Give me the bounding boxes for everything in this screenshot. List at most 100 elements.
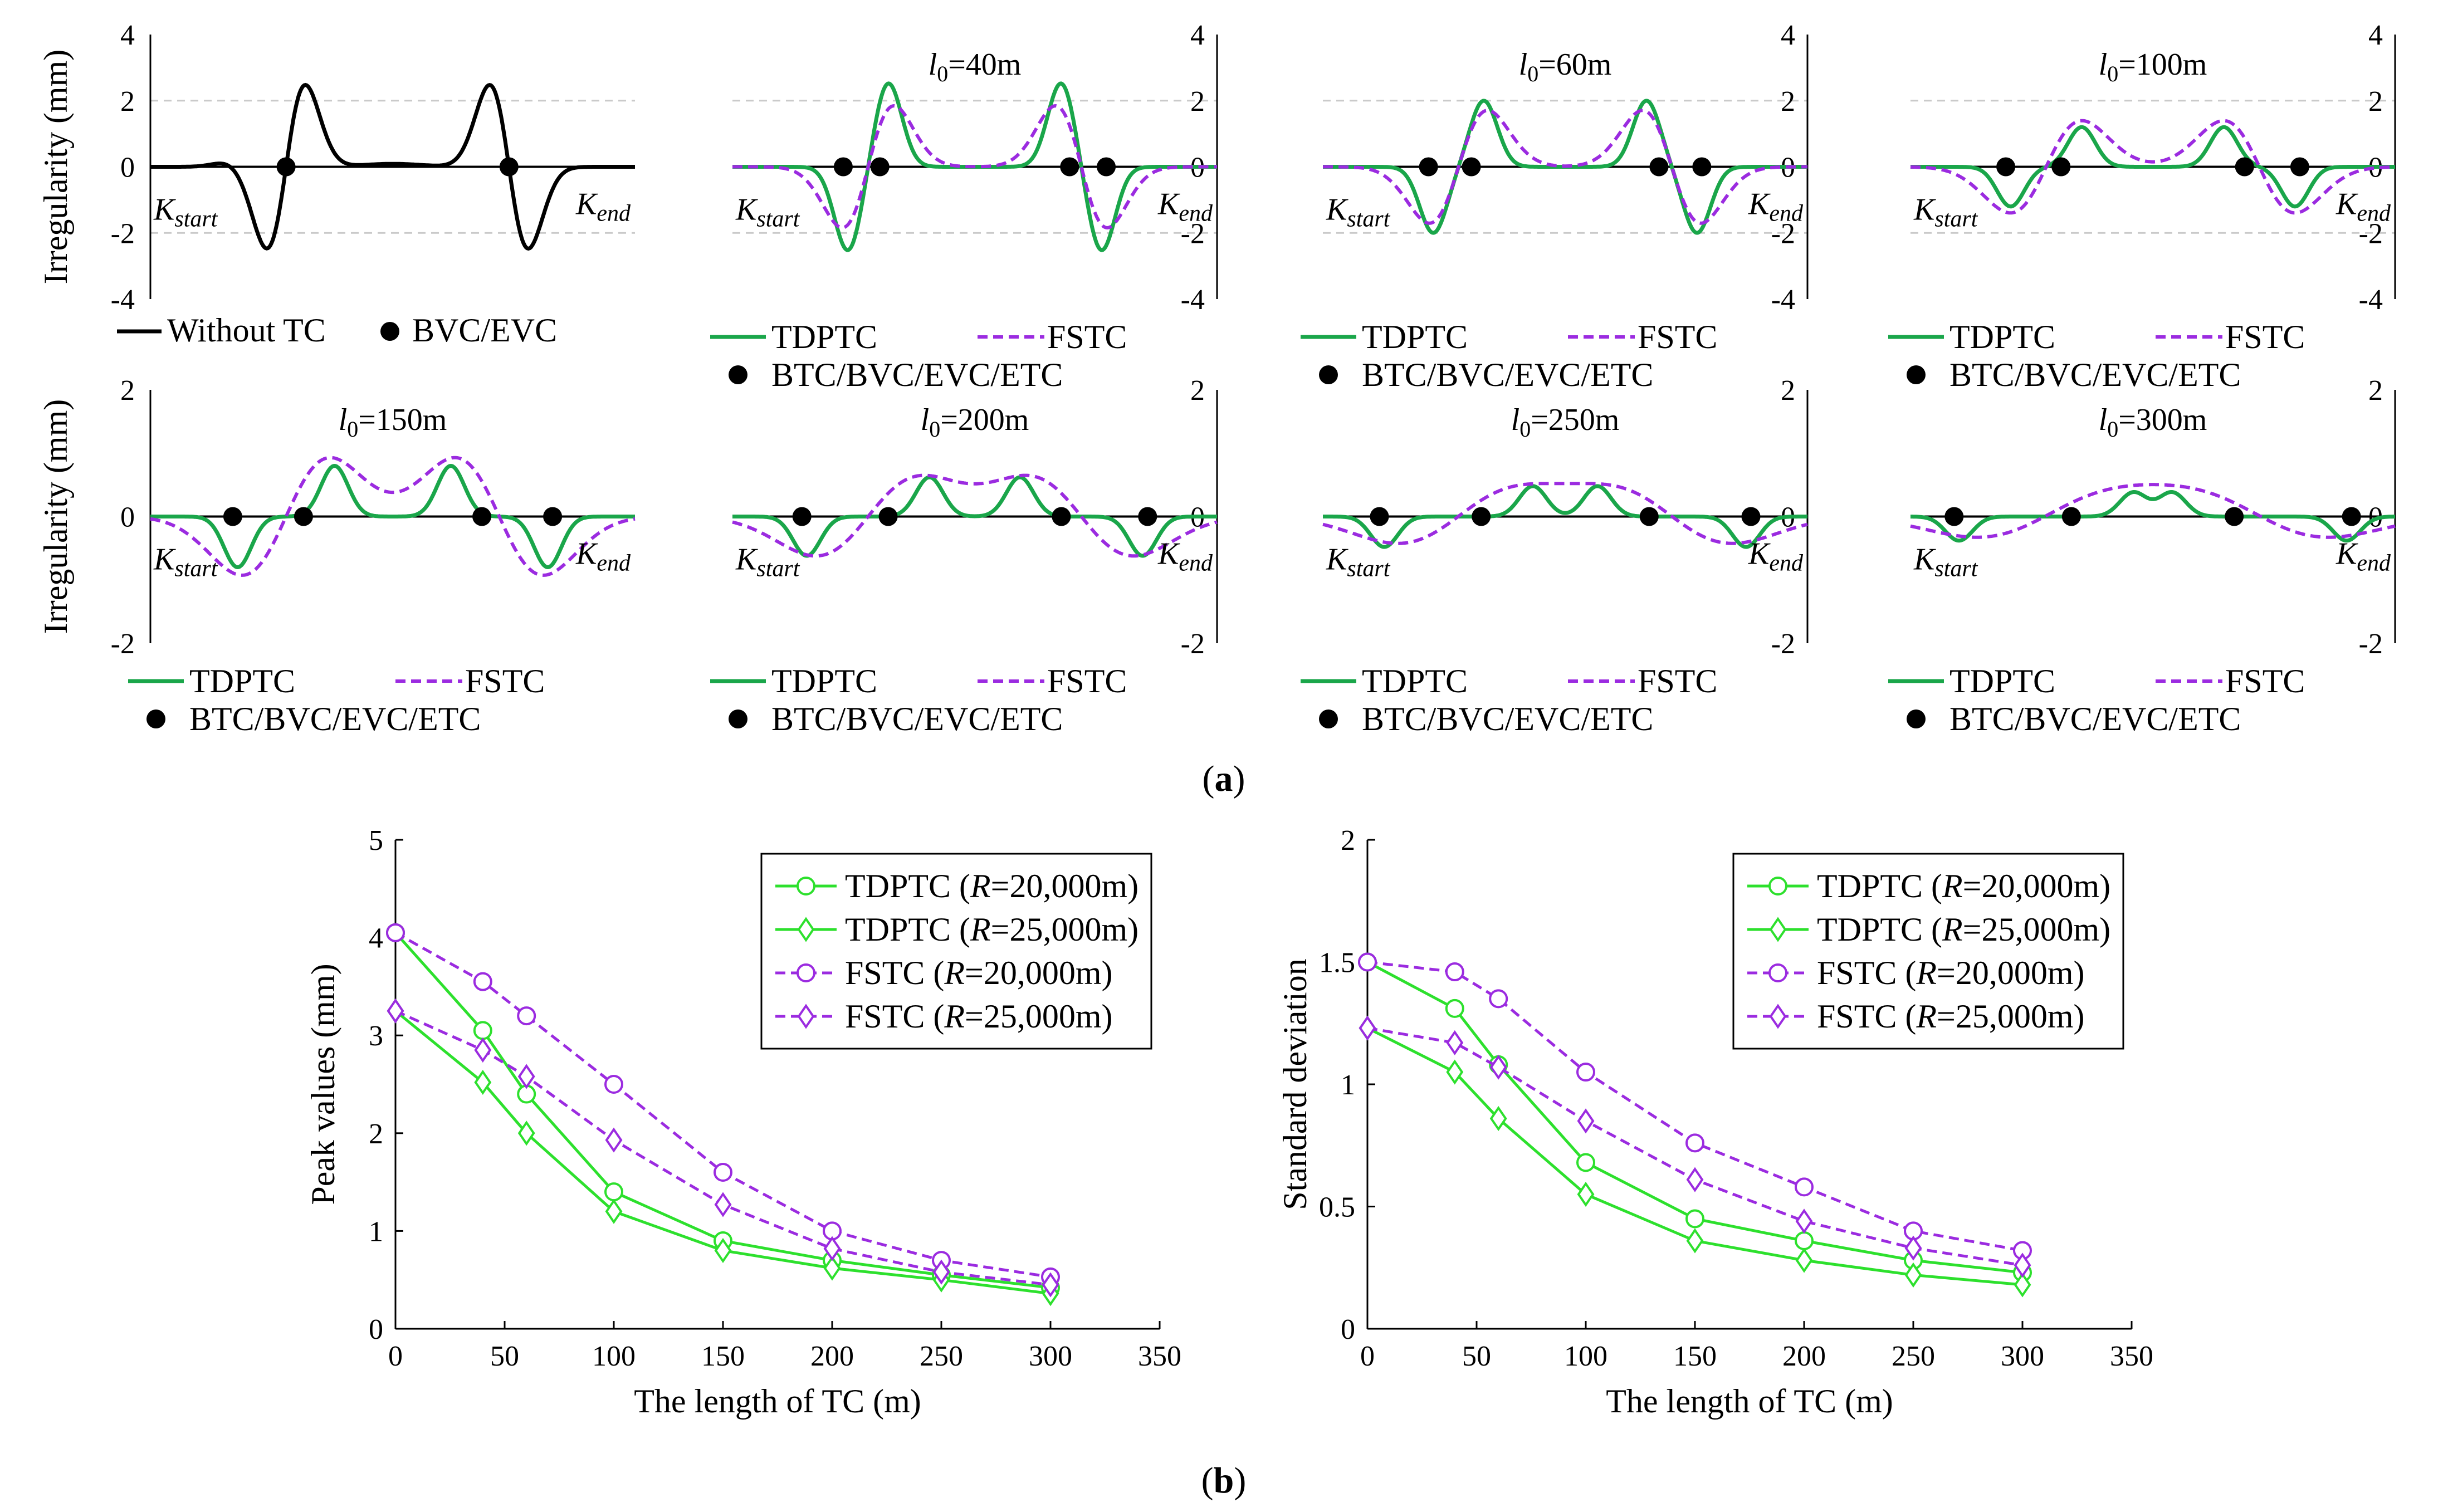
marker-dot [1944, 507, 1964, 526]
legend-prefix: TDPTC ( [845, 911, 970, 948]
data-point [517, 1006, 536, 1026]
data-point [1904, 1262, 1922, 1288]
subplot-title: l0=200m [921, 403, 1029, 442]
y-tick-label: 4 [2368, 19, 2383, 51]
legend-italic: R [970, 868, 991, 904]
series-tdptc [1910, 125, 2395, 209]
marker-dot [792, 507, 812, 526]
y-tick-label: 2 [1190, 86, 1205, 118]
legend-label-tdptc: TDPTC [1949, 319, 2055, 355]
panel-a: 4 2 0 -2 -4 Kstart Kend Without TC BVC/EVC Irregu… [37, 19, 2396, 737]
marker-dot [472, 507, 492, 526]
legend-label-tdptc: TDPTC [1362, 663, 1468, 699]
k-start-label: Kstart [153, 193, 218, 232]
y-tick-label: 4 [1190, 19, 1205, 51]
data-point [714, 1192, 732, 1217]
marker-dot [1741, 507, 1761, 526]
y-tick-label: 4 [1781, 19, 1795, 51]
legend-label-markers: BTC/BVC/EVC/ETC [1362, 356, 1653, 393]
k-start-label: Kstart [1913, 542, 1978, 582]
y-tick-label: 2 [1190, 375, 1205, 407]
legend-suffix: =25,000m) [1937, 998, 2085, 1035]
data-point [1577, 1182, 1595, 1207]
legend-label-markers: BTC/BVC/EVC/ETC [771, 701, 1063, 737]
y-axis-label: Irregularity (mm) [37, 50, 74, 285]
data-point [1685, 1133, 1704, 1153]
legend-label-tdptc: TDPTC [1362, 319, 1468, 355]
k-start-sub: start [756, 207, 800, 232]
marker-dot [2235, 157, 2254, 177]
data-point [387, 998, 404, 1024]
legend-prefix: TDPTC ( [1817, 868, 1942, 904]
legend-italic: R [970, 911, 991, 948]
title-rest: =60m [1538, 47, 1611, 82]
legend-italic: R [944, 955, 965, 991]
title-sub: 0 [929, 417, 940, 442]
legend-suffix: =20,000m) [965, 955, 1113, 991]
y-tick-label: -2 [111, 628, 135, 660]
k-end-sub: end [597, 551, 631, 576]
legend-label: FSTC (R=20,000m) [1817, 955, 2085, 991]
data-point [605, 1198, 623, 1224]
legend-marker [797, 917, 815, 942]
marker-dot [1097, 157, 1116, 177]
series-fstc [1910, 119, 2396, 215]
subplot-7: 20-2KstartKendl0=250mTDPTCFSTCBTC/BVC/EV… [1301, 375, 1809, 737]
y-tick-label: 2 [120, 375, 135, 407]
y-tick-label: -4 [1181, 284, 1205, 316]
x-axis-label: The length of TC (m) [1606, 1383, 1893, 1420]
data-point [1358, 952, 1377, 972]
marker-dot [2225, 507, 2244, 526]
series-line-4 [1367, 1026, 2023, 1267]
data-point [473, 1021, 492, 1040]
k-start-label: Kstart [735, 193, 800, 232]
x-tick-label: 250 [920, 1340, 963, 1372]
x-tick-label: 100 [1564, 1340, 1607, 1372]
data-point [604, 1075, 623, 1094]
title-var: l [1519, 47, 1528, 82]
data-point [473, 972, 492, 991]
series-tdptc [1323, 484, 1807, 549]
title-sub: 0 [1527, 61, 1538, 86]
legend-dot [1319, 709, 1338, 728]
legend-label-markers: BTC/BVC/EVC/ETC [1949, 701, 2241, 737]
data-point [605, 1127, 623, 1153]
series-fstc [732, 473, 1218, 558]
title-var: l [2099, 47, 2108, 82]
x-axis-label: The length of TC (m) [634, 1383, 921, 1420]
k-start-sub: start [756, 556, 800, 582]
y-tick-label: 0 [1341, 1314, 1355, 1345]
marker-dot [294, 507, 313, 526]
y-tick-label: -2 [2359, 628, 2383, 660]
legend-marker [1768, 877, 1787, 896]
x-tick-label: 0 [1360, 1340, 1375, 1372]
legend-label: TDPTC (R=20,000m) [1817, 868, 2110, 904]
legend-marker [1769, 1004, 1787, 1029]
legend-marker [797, 877, 815, 896]
legend-label-bvc: BVC/EVC [412, 312, 557, 349]
marker-dot [499, 157, 519, 177]
y-tick-label: 2 [1341, 825, 1355, 857]
y-tick-label: 2 [2368, 86, 2383, 118]
series-fstc [1910, 483, 2396, 539]
caption-b-letter: b [1214, 1460, 1234, 1501]
k-start-label: Kstart [153, 542, 218, 582]
k-end-label: Kend [1748, 187, 1804, 227]
y-tick-label: 1 [369, 1216, 383, 1247]
marker-dot [2342, 507, 2361, 526]
title-var: l [921, 403, 930, 437]
legend-label: TDPTC (R=20,000m) [845, 868, 1139, 904]
y-tick-label: 1.5 [1319, 947, 1355, 979]
subplot-title: l0=250m [1511, 403, 1620, 442]
data-point [1446, 1030, 1464, 1055]
series-line-2 [1366, 1026, 2023, 1286]
legend-suffix: =20,000m) [991, 868, 1139, 904]
subplot-title: l0=60m [1519, 47, 1612, 86]
title-rest: =100m [2118, 47, 2207, 82]
y-tick-label: 3 [369, 1020, 383, 1052]
x-tick-label: 250 [1892, 1340, 1935, 1372]
legend-label: TDPTC (R=25,000m) [1817, 911, 2110, 948]
legend-label-fstc: FSTC [2225, 319, 2305, 355]
legend-dot [729, 365, 747, 384]
data-point [1685, 1209, 1704, 1229]
